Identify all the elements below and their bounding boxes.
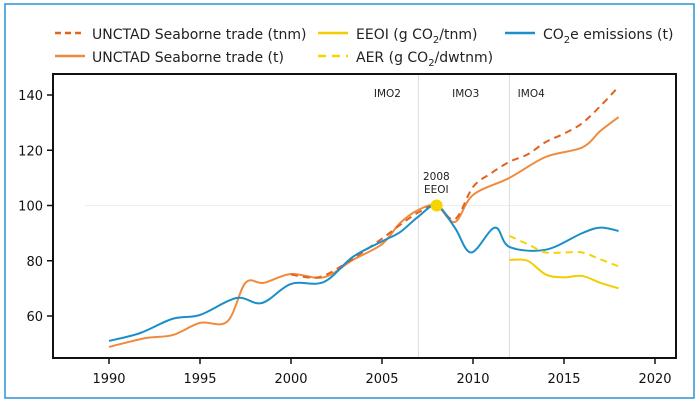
y-tick-label: 120 (18, 144, 43, 159)
marker-2008-eeoi (430, 199, 443, 212)
series-line-trade-t (108, 116, 620, 348)
legend-label-trade-t: UNCTAD Seaborne trade (t) (92, 50, 284, 66)
x-tick-label: 2005 (365, 372, 398, 387)
annotations: 2008 EEOI (423, 171, 450, 196)
y-tick-label: 60 (26, 310, 43, 325)
annotation-year: 2008 (423, 171, 450, 183)
legend-label-trade-tnm: UNCTAD Seaborne trade (tnm) (92, 27, 306, 43)
annotation-label: EEOI (424, 184, 449, 196)
y-tick-label: 100 (18, 200, 43, 215)
period-label-imo4: IMO4 (518, 88, 545, 100)
legend-label-co2e: CO2e emissions (t) (543, 27, 673, 46)
series-line-co2e (108, 204, 619, 342)
plot-area (52, 73, 677, 359)
x-tick-label: 2015 (547, 372, 580, 387)
period-label-imo2: IMO2 (374, 88, 401, 100)
x-tick-label: 2020 (638, 372, 671, 387)
x-tick-label: 1990 (92, 372, 125, 387)
x-tick-label: 2000 (274, 372, 307, 387)
y-tick-label: 140 (18, 89, 43, 104)
legend-label-eeoi: EEOI (g CO2/tnm) (356, 27, 477, 46)
axis-ticks: 1990 1995 2000 2005 2010 2015 2020 60 80 100 120 14… (18, 89, 671, 387)
outer-frame (4, 3, 695, 399)
y-tick-label: 80 (26, 255, 43, 270)
legend: UNCTAD Seaborne trade (tnm) EEOI (g CO2/… (55, 27, 673, 69)
series-line-eeoi (509, 258, 619, 290)
x-tick-label: 2010 (456, 372, 489, 387)
x-tick-label: 1995 (183, 372, 216, 387)
series-group (108, 86, 620, 348)
legend-label-aer: AER (g CO2/dwtnm) (356, 50, 493, 69)
period-label-imo3: IMO3 (452, 88, 479, 100)
